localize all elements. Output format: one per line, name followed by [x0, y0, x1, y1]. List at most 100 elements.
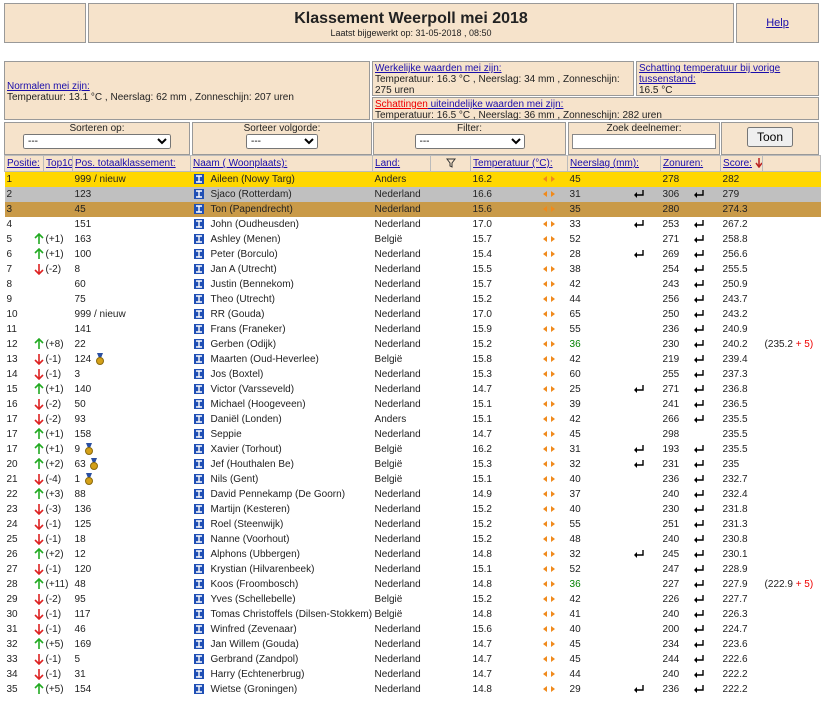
sun-icon-cell	[691, 382, 721, 397]
enter-icon	[693, 550, 704, 559]
ranking-table: Positie: Top10 Pos. totaalklassement: Na…	[3, 155, 822, 697]
ranking-row: 8 60 Justin (Bennekom) Nederland 15.7 42 243 25…	[5, 277, 821, 292]
name: Jan A (Utrecht)	[210, 264, 277, 275]
col-temp[interactable]: Temperatuur (°C):	[470, 155, 569, 172]
werkelijk-box: Werkelijke waarden mei zijn: Temperatuur…	[372, 61, 634, 96]
ranking-row: 34 (-1) 31 Harry (Echtenerbrug) Nederland 14.…	[5, 667, 821, 682]
col-naam[interactable]: Naam ( Woonplaats):	[190, 155, 374, 172]
filter-icon[interactable]	[445, 158, 456, 169]
total-cell: 5	[73, 652, 191, 667]
precipitation: 42	[569, 354, 581, 365]
name: Daniël (Londen)	[210, 414, 282, 425]
total-position: 154	[74, 684, 92, 695]
precip-icon-cell	[631, 337, 661, 352]
change: (-1)	[45, 669, 62, 680]
col-positie[interactable]: Positie:	[3, 155, 45, 172]
temp-icon-cell	[541, 322, 568, 337]
temp-icon-cell	[541, 247, 568, 262]
col-top10[interactable]: Top10	[43, 155, 74, 172]
precipitation: 36	[569, 339, 581, 350]
position: 33	[6, 654, 18, 665]
position: 8	[6, 279, 13, 290]
sun-hours: 227	[662, 579, 680, 590]
temp-icon	[542, 596, 555, 603]
temp-icon	[542, 221, 555, 228]
col-totaal[interactable]: Pos. totaalklassement:	[72, 155, 192, 172]
person-cell	[191, 187, 209, 202]
temp-icon-cell	[541, 352, 568, 367]
temp-icon-cell	[541, 682, 568, 697]
total-cell: 95	[73, 592, 191, 607]
order-select[interactable]: ---	[246, 134, 318, 149]
trend-cell	[31, 562, 44, 577]
trend-cell	[31, 202, 44, 217]
person-cell	[191, 592, 209, 607]
total-cell: 18	[73, 532, 191, 547]
country: Nederland	[374, 639, 421, 650]
total-position: 117	[74, 609, 91, 620]
person-icon	[193, 609, 204, 620]
precip-icon-cell	[631, 577, 661, 592]
sun-icon-cell	[691, 487, 721, 502]
temperature: 15.1	[472, 564, 492, 575]
temperature: 15.2	[472, 519, 492, 530]
bonus-cell	[763, 667, 821, 682]
normalen-box: Normalen mei zijn: Temperatuur: 13.1 °C …	[4, 61, 370, 120]
person-cell	[191, 487, 209, 502]
enter-icon	[633, 685, 644, 694]
change: (-4)	[45, 474, 62, 485]
ranking-row: 16 (-2) 50 Michael (Hoogeveen) Nederland 15.1…	[5, 397, 821, 412]
person-cell	[191, 547, 209, 562]
precipitation: 29	[569, 684, 581, 695]
temperature: 15.4	[472, 249, 492, 260]
precip-icon-cell	[631, 172, 661, 188]
down-arrow	[33, 399, 44, 411]
col-neerslag[interactable]: Neerslag (mm):	[567, 155, 662, 172]
col-score[interactable]: Score:	[723, 158, 752, 169]
sun-hours: 244	[662, 654, 680, 665]
total-position: 140	[74, 384, 92, 395]
sun-hours: 254	[662, 264, 680, 275]
person-cell	[191, 292, 209, 307]
name: David Pennekamp (De Goorn)	[210, 489, 346, 500]
total-position: 124	[74, 354, 92, 365]
score: 222.2	[722, 684, 748, 695]
position: 25	[6, 534, 18, 545]
search-input[interactable]	[572, 134, 716, 149]
help-link[interactable]: Help	[766, 17, 789, 29]
name: Wietse (Groningen)	[210, 684, 298, 695]
person-icon	[193, 249, 204, 260]
temperature: 14.7	[472, 429, 492, 440]
col-land[interactable]: Land:	[372, 155, 432, 172]
sun-hours: 280	[662, 204, 680, 215]
temp-icon	[542, 401, 555, 408]
position: 7	[6, 264, 13, 275]
sun-icon-cell	[691, 352, 721, 367]
medal-icon	[90, 458, 99, 471]
bonus-cell	[763, 412, 821, 427]
bonus-cell	[763, 517, 821, 532]
ranking-row: 7 (-2) 8 Jan A (Utrecht) Nederland 15.5 38 254 2…	[5, 262, 821, 277]
col-zon[interactable]: Zonuren:	[660, 155, 722, 172]
sort-label: Sorteren op:	[69, 123, 125, 134]
toon-button[interactable]: Toon	[746, 127, 794, 147]
country: Nederland	[374, 204, 421, 215]
name: Sjaco (Rotterdam)	[210, 189, 292, 200]
sun-icon-cell	[691, 232, 721, 247]
position: 12	[6, 339, 18, 350]
person-cell	[191, 382, 209, 397]
position: 27	[6, 564, 18, 575]
precip-icon-cell	[631, 352, 661, 367]
precipitation: 42	[569, 279, 581, 290]
schattingen-link[interactable]: Schattingen	[375, 99, 428, 110]
enter-icon	[693, 625, 704, 634]
precip-icon-cell	[631, 592, 661, 607]
sun-hours: 230	[662, 504, 680, 515]
sun-icon-cell	[691, 592, 721, 607]
temp-icon-cell	[541, 457, 568, 472]
sort-select[interactable]: ---	[23, 134, 171, 149]
filter-select[interactable]: ---	[414, 134, 525, 149]
precipitation: 52	[569, 564, 581, 575]
bonus-cell: (222.9 + 5)	[763, 577, 821, 592]
temperature: 15.3	[472, 369, 492, 380]
